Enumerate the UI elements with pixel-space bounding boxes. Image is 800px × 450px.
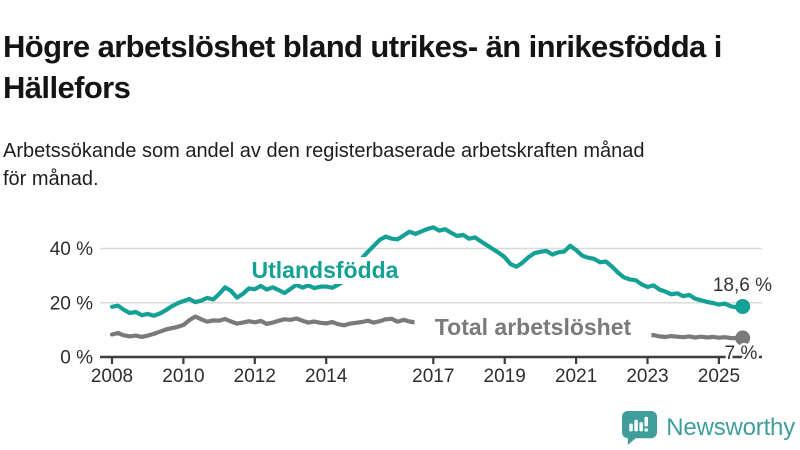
- x-tick-label: 2019: [484, 366, 526, 387]
- newsworthy-logo: Newsworthy: [621, 410, 795, 445]
- x-tick-label: 2008: [91, 366, 133, 387]
- gridlines: [100, 247, 762, 304]
- series-end-dots: [735, 299, 751, 346]
- y-tick-label: 20 %: [50, 293, 93, 314]
- y-axis-labels: 0 % 20 % 40 %: [50, 239, 93, 369]
- page-title: Högre arbetslöshet bland utrikes- än inr…: [3, 28, 722, 105]
- end-value-label-total: 7 %: [725, 343, 758, 364]
- label-halo: [414, 314, 652, 341]
- line-utlandsf-dda: [109, 225, 745, 318]
- y-tick-label: 0 %: [60, 348, 93, 369]
- end-dot-utlandsf-dda: [735, 299, 751, 315]
- x-tick-label: 2025: [698, 366, 740, 387]
- x-tick-label: 2010: [162, 366, 204, 387]
- x-tick-label: 2017: [412, 366, 454, 387]
- brand-name: Newsworthy: [666, 413, 795, 441]
- x-tick-label: 2012: [234, 366, 276, 387]
- x-axis: [100, 355, 762, 364]
- series-label: Utlandsfödda: [252, 257, 399, 283]
- end-dot-total-arbetsl-shet: [735, 330, 751, 346]
- series-label: Total arbetslöshet: [435, 314, 632, 340]
- y-tick-label: 40 %: [50, 239, 93, 260]
- series-labels: Utlandsfödda Total arbetslöshet: [244, 257, 652, 341]
- x-tick-label: 2023: [626, 366, 668, 387]
- x-tick-label: 2014: [305, 366, 348, 387]
- x-axis-labels: 2008 2010 2012 2014 2017 2019 2021 2023 2025: [91, 366, 740, 387]
- x-tick-label: 2021: [555, 366, 597, 387]
- label-halo: [244, 257, 406, 284]
- page-subtitle: Arbetssökande som andel av den registerb…: [3, 140, 645, 191]
- end-value-labels: 18,6 % 7 %: [713, 275, 772, 367]
- newsworthy-bubble-chart-icon: [622, 410, 658, 445]
- end-value-label-utlandsfodda: 18,6 %: [713, 275, 772, 296]
